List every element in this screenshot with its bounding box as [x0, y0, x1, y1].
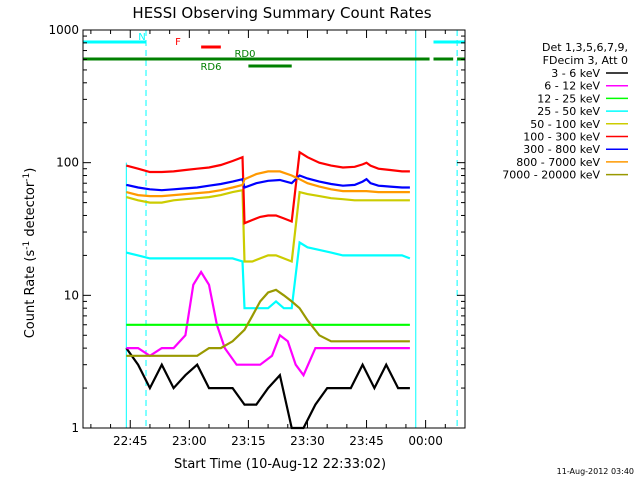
x-tick-label-0: 22:45 — [113, 434, 148, 448]
series-line-8 — [126, 288, 410, 357]
flag-label-2: RD0 — [234, 49, 255, 60]
legend-label-2: 12 - 25 keV — [537, 92, 600, 105]
legend-label-4: 50 - 100 keV — [530, 118, 600, 131]
legend-label-7: 800 - 7000 keV — [516, 156, 600, 169]
y-axis-label-main: Count Rate (s — [23, 250, 38, 339]
y-axis-label-sup2: -1 — [22, 173, 32, 182]
plot-timestamp: 11-Aug-2012 03:40 — [557, 467, 634, 476]
y-tick-label-2: 100 — [56, 156, 79, 170]
y-axis-label-end: ) — [23, 168, 38, 173]
y-axis-label-sup1: -1 — [22, 241, 32, 250]
y-axis-label: Count Rate (s-1 detector-1) — [22, 168, 38, 339]
flag-label-1: F — [175, 37, 181, 48]
legend-label-1: 6 - 12 keV — [544, 80, 600, 93]
plot-area: N F RD0 RD6 1 10 100 1000 22:45 23:00 23:15 23:30 23… — [48, 23, 466, 448]
y-axis-label-mid: detector — [23, 181, 38, 241]
legend-header-1: Det 1,3,5,6,7,9, — [542, 41, 628, 54]
flag-label-0: N — [138, 32, 145, 43]
series-line-3 — [126, 240, 411, 310]
y-tick-label-1: 10 — [64, 288, 79, 302]
legend-label-0: 3 - 6 keV — [551, 67, 600, 80]
series-line-4 — [126, 188, 410, 264]
legend-label-8: 7000 - 20000 keV — [502, 169, 600, 182]
series-line-6 — [126, 174, 410, 192]
legend-label-5: 100 - 300 keV — [523, 131, 600, 144]
x-tick-label-1: 23:00 — [172, 434, 207, 448]
chart-title: HESSI Observing Summary Count Rates — [132, 4, 431, 22]
x-tick-label-2: 23:15 — [231, 434, 266, 448]
legend-label-6: 300 - 800 keV — [523, 143, 600, 156]
series-line-7 — [126, 170, 410, 198]
legend: Det 1,3,5,6,7,9, FDecim 3, Att 0 3 - 6 k… — [502, 41, 628, 182]
x-axis-label: Start Time (10-Aug-12 22:33:02) — [174, 457, 386, 472]
series-line-5 — [126, 150, 410, 225]
svg-text:Count Rate (s-1 detector-1): Count Rate (s-1 detector-1) — [22, 168, 38, 339]
y-tick-label-3: 1000 — [48, 23, 79, 37]
x-tick-label-5: 00:00 — [408, 434, 443, 448]
x-tick-label-4: 23:45 — [349, 434, 384, 448]
x-tick-label-3: 23:30 — [290, 434, 325, 448]
plot-frame — [82, 29, 466, 429]
y-tick-label-0: 1 — [71, 421, 79, 435]
flag-label-3: RD6 — [200, 62, 221, 73]
series-line-1 — [126, 269, 410, 378]
series-line-0 — [125, 347, 410, 430]
legend-header-2: FDecim 3, Att 0 — [543, 54, 628, 67]
legend-label-3: 25 - 50 keV — [537, 105, 600, 118]
